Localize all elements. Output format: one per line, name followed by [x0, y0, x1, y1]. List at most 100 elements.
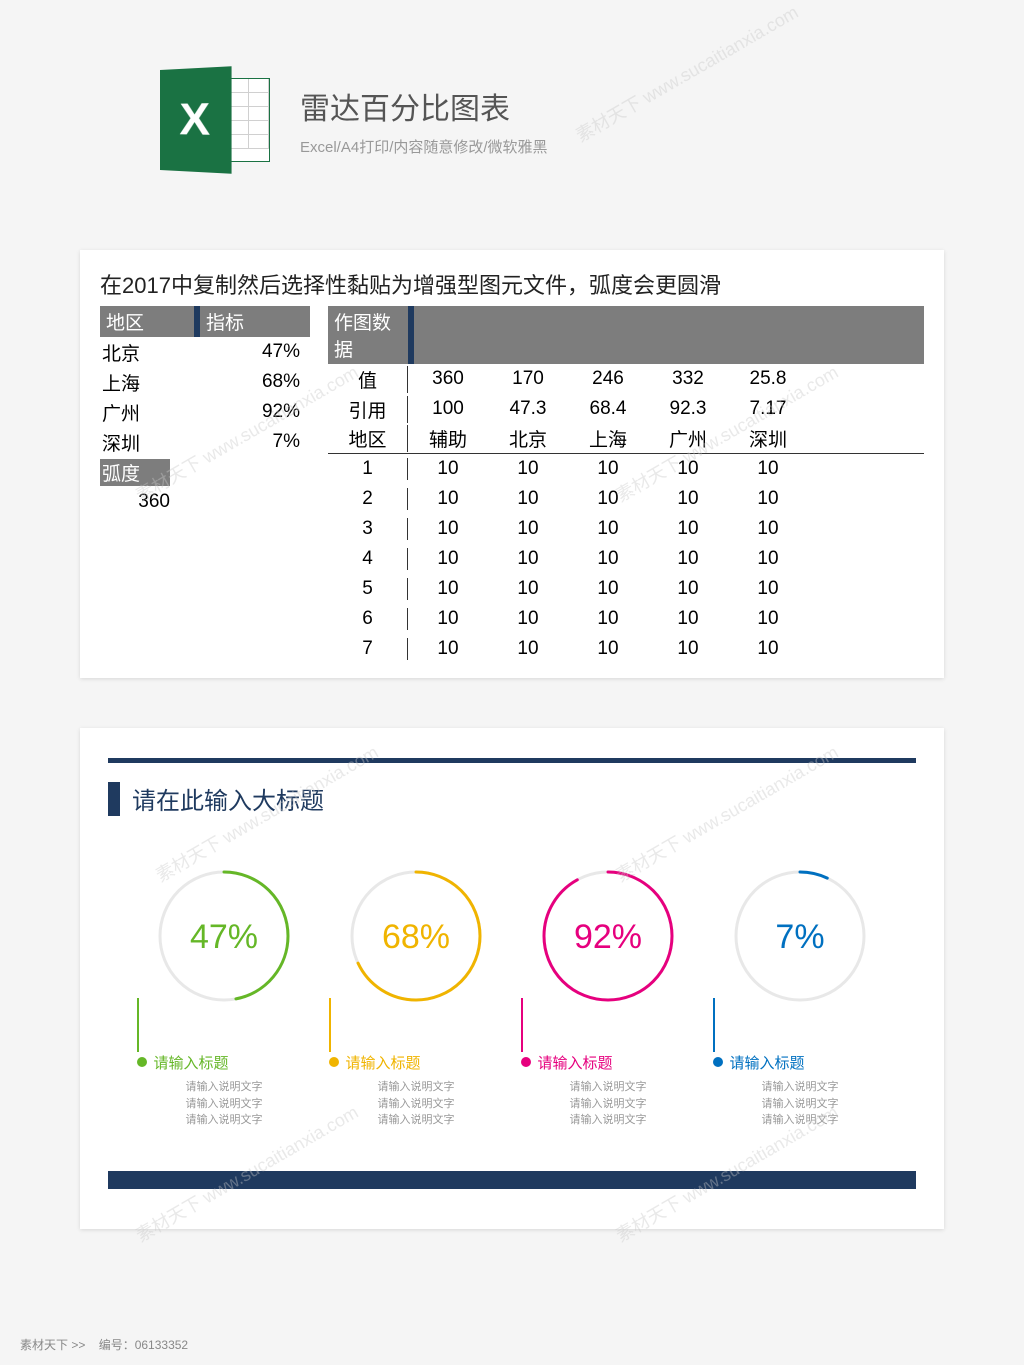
cell: 10 — [408, 458, 488, 480]
cell: 10 — [488, 458, 568, 480]
table-row: 41010101010 — [328, 544, 924, 574]
table-row: 深圳7% — [100, 427, 310, 457]
table-row: 71010101010 — [328, 634, 924, 664]
cell: 360 — [408, 368, 488, 390]
cell: 10 — [408, 488, 488, 510]
excel-icon-letter: X — [160, 66, 232, 174]
cell: 10 — [728, 608, 808, 630]
cell: 5 — [328, 578, 408, 600]
title-marker — [108, 782, 120, 816]
cell: 10 — [408, 578, 488, 600]
table-row: 值36017024633225.8 — [328, 364, 924, 394]
gauge-item: 68% 请输入标题 请输入说明文字请输入说明文字请输入说明文字 — [326, 856, 506, 1129]
cell: 10 — [408, 548, 488, 570]
col-header-indicator: 指标 — [200, 306, 310, 337]
cell: 10 — [408, 518, 488, 540]
radial-gauge: 7% — [720, 856, 880, 1016]
page-footer: 素材天下 >> 编号：06133352 — [20, 1336, 188, 1353]
gauge-title: 请输入标题 — [729, 1052, 804, 1073]
region-table: 地区 指标 北京47%上海68%广州92%深圳7% 弧度 360 — [100, 306, 310, 664]
cell: 10 — [488, 518, 568, 540]
cell-pct: 68% — [200, 371, 310, 393]
cell: 10 — [568, 458, 648, 480]
cell: 100 — [408, 398, 488, 420]
cell: 广州 — [648, 425, 728, 452]
cell: 深圳 — [728, 425, 808, 452]
cell-region: 上海 — [100, 369, 200, 396]
cell: 10 — [488, 578, 568, 600]
pointer-line — [137, 998, 139, 1052]
gauge-description: 请输入说明文字请输入说明文字请输入说明文字 — [378, 1079, 455, 1129]
gauge-description: 请输入说明文字请输入说明文字请输入说明文字 — [570, 1079, 647, 1129]
excel-icon: X — [160, 70, 270, 170]
table-row: 引用10047.368.492.37.17 — [328, 394, 924, 424]
cell: 1 — [328, 458, 408, 480]
gauge-row: 47% 请输入标题 请输入说明文字请输入说明文字请输入说明文字 68% 请输入标… — [108, 856, 916, 1129]
cell: 68.4 — [568, 398, 648, 420]
bottom-accent-bar — [108, 1171, 916, 1189]
cell: 7 — [328, 638, 408, 660]
header-spacer — [414, 306, 924, 364]
gauge-percent: 92% — [574, 918, 642, 956]
pointer-dot-icon — [521, 1057, 531, 1067]
cell: 10 — [568, 518, 648, 540]
cell: 10 — [568, 638, 648, 660]
table-row: 31010101010 — [328, 514, 924, 544]
cell: 10 — [648, 488, 728, 510]
radial-gauge: 68% — [336, 856, 496, 1016]
cell: 10 — [648, 578, 728, 600]
arc-value: 360 — [100, 491, 170, 513]
cell: 3 — [328, 518, 408, 540]
cell: 10 — [488, 638, 568, 660]
gauge-description: 请输入说明文字请输入说明文字请输入说明文字 — [762, 1079, 839, 1129]
col-header-chartdata: 作图数据 — [328, 306, 408, 364]
cell: 地区 — [328, 425, 408, 452]
arc-label: 弧度 — [100, 459, 170, 486]
data-table-panel: 在2017中复制然后选择性黏贴为增强型图元文件，弧度会更圆滑 地区 指标 北京4… — [80, 250, 944, 678]
cell: 10 — [648, 608, 728, 630]
cell-region: 广州 — [100, 399, 200, 426]
cell: 10 — [728, 638, 808, 660]
cell: 10 — [568, 548, 648, 570]
cell: 10 — [568, 608, 648, 630]
page-subtitle: Excel/A4打印/内容随意修改/微软雅黑 — [300, 136, 548, 157]
pointer-line — [521, 998, 523, 1052]
cell: 10 — [488, 608, 568, 630]
page-title: 雷达百分比图表 — [300, 84, 548, 128]
gauge-item: 7% 请输入标题 请输入说明文字请输入说明文字请输入说明文字 — [710, 856, 890, 1129]
cell: 10 — [488, 488, 568, 510]
cell: 170 — [488, 368, 568, 390]
cell: 10 — [568, 488, 648, 510]
cell: 25.8 — [728, 368, 808, 390]
cell: 10 — [408, 638, 488, 660]
gauge-percent: 7% — [775, 918, 824, 956]
cell: 10 — [728, 458, 808, 480]
pointer-dot-icon — [137, 1057, 147, 1067]
instruction-note: 在2017中复制然后选择性黏贴为增强型图元文件，弧度会更圆滑 — [100, 268, 924, 300]
radial-gauge: 92% — [528, 856, 688, 1016]
gauge-item: 92% 请输入标题 请输入说明文字请输入说明文字请输入说明文字 — [518, 856, 698, 1129]
cell: 10 — [728, 518, 808, 540]
col-header-region: 地区 — [100, 306, 194, 337]
cell: 10 — [728, 488, 808, 510]
pointer-line — [329, 998, 331, 1052]
table-row: 广州92% — [100, 397, 310, 427]
gauge-title: 请输入标题 — [345, 1052, 420, 1073]
cell-pct: 92% — [200, 401, 310, 423]
cell-region: 北京 — [100, 339, 200, 366]
radial-gauge: 47% — [144, 856, 304, 1016]
cell-pct: 47% — [200, 341, 310, 363]
pointer-line — [713, 998, 715, 1052]
cell: 6 — [328, 608, 408, 630]
cell: 辅助 — [408, 425, 488, 452]
table-row: 21010101010 — [328, 484, 924, 514]
cell: 10 — [648, 638, 728, 660]
cell: 332 — [648, 368, 728, 390]
cell: 10 — [568, 578, 648, 600]
cell: 4 — [328, 548, 408, 570]
template-header: X 雷达百分比图表 Excel/A4打印/内容随意修改/微软雅黑 — [0, 0, 1024, 170]
table-row: 61010101010 — [328, 604, 924, 634]
table-row: 北京47% — [100, 337, 310, 367]
top-accent-bar — [108, 758, 916, 763]
cell: 10 — [728, 578, 808, 600]
